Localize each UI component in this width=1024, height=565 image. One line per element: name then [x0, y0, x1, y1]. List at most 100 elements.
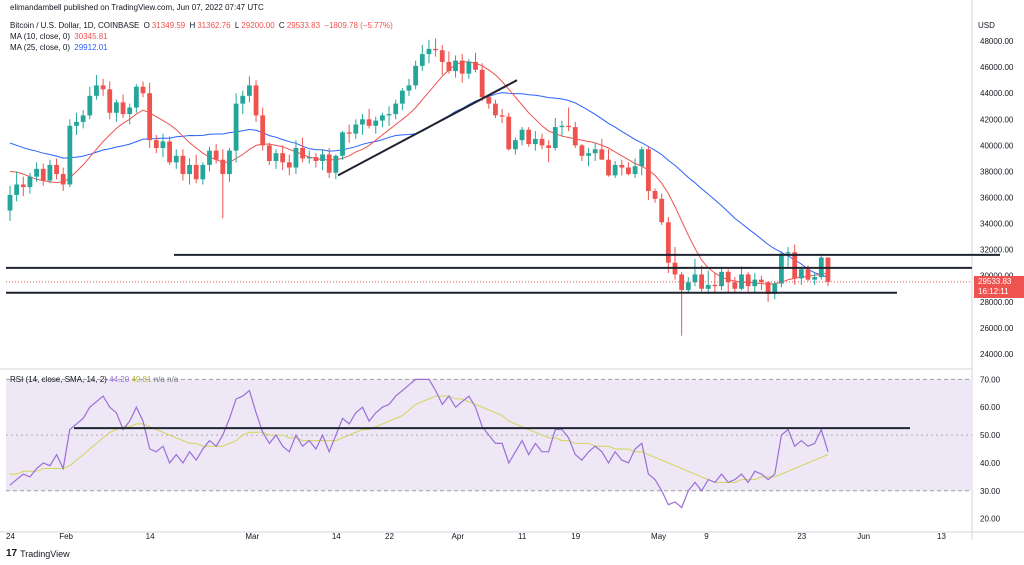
- ma25-legend[interactable]: MA (25, close, 0) 29912.01: [10, 43, 110, 52]
- candle-body: [100, 85, 106, 90]
- tradingview-name: TradingView: [20, 548, 70, 559]
- trendline-1: [337, 79, 518, 177]
- ma10-legend[interactable]: MA (10, close, 0) 30345.81: [10, 32, 110, 41]
- candle-body: [626, 167, 631, 175]
- candle-body: [266, 145, 272, 162]
- date-tick-label: May: [651, 532, 666, 541]
- candle-body: [167, 141, 172, 163]
- candle-body: [532, 138, 538, 145]
- candle-body: [273, 153, 279, 162]
- publisher-line: elimandambell published on TradingView.c…: [10, 3, 264, 12]
- candle-body: [453, 60, 458, 72]
- candle-body: [519, 129, 525, 141]
- candle-body: [513, 140, 518, 150]
- change-value: −1809.78 (−5.77%): [324, 21, 393, 30]
- candle-body: [333, 155, 339, 173]
- candle-body: [759, 279, 764, 283]
- candle-body: [313, 157, 319, 162]
- candle-body: [705, 284, 711, 289]
- candle-body: [300, 147, 305, 159]
- price-tick-label: 48000.00: [980, 37, 1014, 46]
- candle-body: [579, 145, 585, 156]
- candle-body: [486, 97, 492, 104]
- candle-body: [227, 150, 232, 175]
- candle-body: [280, 153, 286, 163]
- price-tick-label: 38000.00: [980, 167, 1014, 176]
- last-price-value: 29533.83: [978, 276, 1012, 286]
- ma10-value: 30345.81: [74, 32, 108, 41]
- candle-body: [326, 154, 332, 173]
- candle-body: [14, 184, 20, 195]
- price-tick-label: 28000.00: [980, 298, 1014, 307]
- candle-body: [566, 125, 571, 128]
- candle-body: [160, 141, 166, 148]
- candle-body: [732, 282, 738, 289]
- candle-body: [559, 125, 565, 128]
- rsi-legend[interactable]: RSI (14, close, SMA, 14, 2) 44.20 49.81 …: [10, 375, 178, 384]
- rsi-tick-label: 70.00: [980, 375, 1001, 384]
- candle-body: [107, 89, 113, 113]
- bar-countdown: 16:12:11: [978, 286, 1009, 296]
- candle-body: [340, 132, 345, 156]
- candle-body: [253, 85, 259, 116]
- candle-body: [805, 269, 811, 280]
- tradingview-logo[interactable]: 17 TradingView: [6, 548, 70, 559]
- candle-body: [546, 145, 552, 148]
- candle-body: [606, 159, 611, 176]
- high-value: 31362.76: [197, 21, 231, 30]
- symbol-title: Bitcoin / U.S. Dollar, 1D, COINBASE: [10, 21, 140, 30]
- candle-body: [426, 48, 432, 55]
- candle-body: [320, 154, 325, 162]
- last-price-tag: 29533.83 16:12:11: [974, 275, 1024, 298]
- candle-body: [765, 282, 771, 294]
- candle-body: [812, 277, 818, 280]
- candle-body: [406, 85, 412, 91]
- open-value: 31349.59: [151, 21, 186, 30]
- candle-body: [792, 252, 798, 279]
- rsi-na-1: n/a: [153, 375, 165, 384]
- candle-body: [725, 271, 731, 283]
- candle-body: [592, 149, 598, 154]
- candle-body: [213, 150, 219, 160]
- price-tick-label: 26000.00: [980, 324, 1014, 333]
- candle-body: [133, 86, 139, 108]
- rsi-na-2: n/a: [167, 375, 179, 384]
- candle-body: [187, 164, 192, 175]
- ma10-label: MA (10, close, 0): [10, 32, 71, 41]
- candle-body: [572, 127, 578, 146]
- candle-body: [599, 149, 605, 160]
- low-value: 29200.00: [241, 21, 275, 30]
- candle-body: [54, 164, 59, 175]
- candle-body: [745, 274, 751, 287]
- price-tick-label: 40000.00: [980, 141, 1014, 150]
- ma25-value: 29912.01: [74, 43, 108, 52]
- candle-body: [619, 164, 625, 168]
- candle-body: [499, 115, 505, 117]
- candle-body: [692, 274, 698, 283]
- rsi-tick-label: 40.00: [980, 459, 1001, 468]
- candle-body: [539, 138, 545, 146]
- candle-body: [612, 164, 618, 176]
- date-tick-label: 11: [518, 532, 527, 541]
- candle-body: [40, 168, 46, 181]
- symbol-ohlc-line: Bitcoin / U.S. Dollar, 1D, COINBASE O 313…: [10, 21, 395, 30]
- high-label: H: [189, 21, 196, 30]
- candle-body: [473, 61, 478, 70]
- rsi-tick-label: 50.00: [980, 431, 1001, 440]
- candle-body: [632, 166, 638, 175]
- candle-body: [67, 125, 73, 185]
- candle-body: [685, 282, 691, 291]
- candle-body: [719, 271, 724, 287]
- candle-body: [433, 48, 438, 51]
- candle-body: [353, 124, 359, 134]
- candle-body: [27, 176, 33, 188]
- candle-body: [466, 61, 472, 74]
- candle-body: [526, 129, 532, 145]
- candle-body: [140, 86, 146, 94]
- candle-body: [413, 65, 419, 86]
- date-tick-label: 22: [385, 532, 394, 541]
- rsi-tick-label: 30.00: [980, 487, 1001, 496]
- candle-body: [147, 93, 153, 141]
- date-tick-label: Jun: [857, 532, 870, 541]
